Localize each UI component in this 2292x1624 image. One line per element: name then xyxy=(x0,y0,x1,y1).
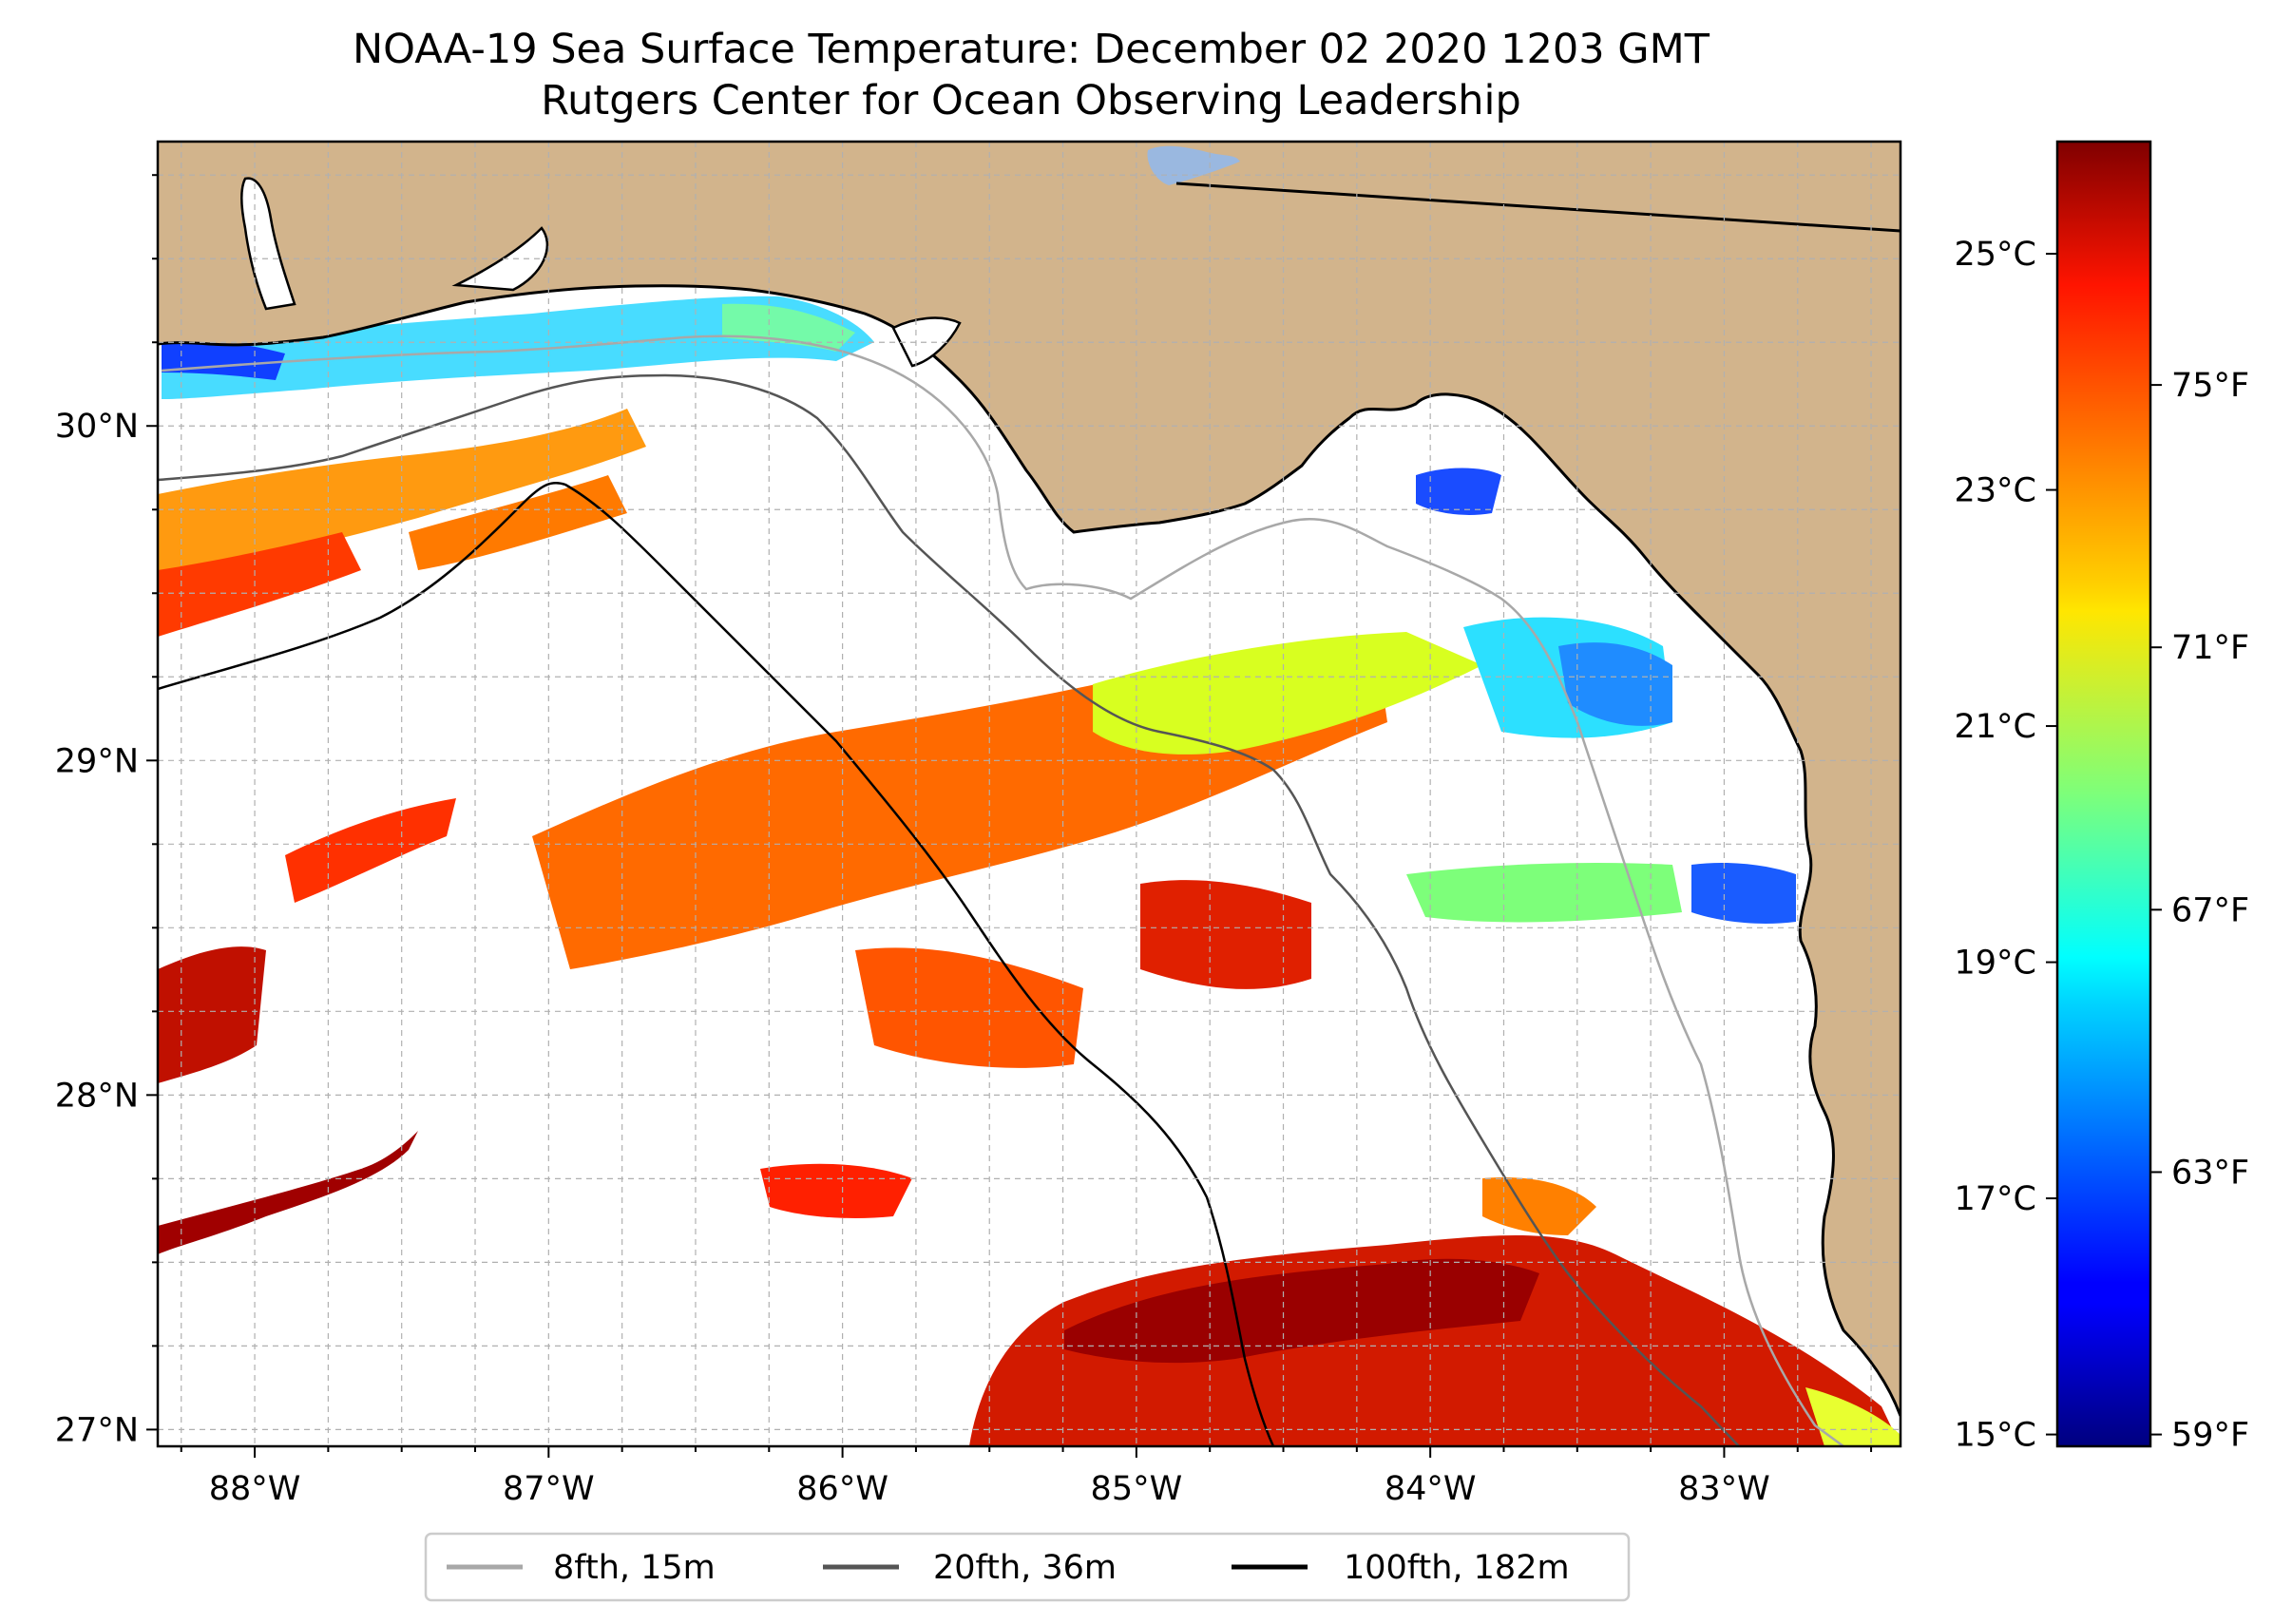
fahrenheit-tick-label: 75°F xyxy=(2171,367,2249,405)
sst-patch-south-dark xyxy=(1064,1258,1539,1364)
map-frame xyxy=(156,140,1902,1448)
celsius-tick-label: 17°C xyxy=(1955,1180,2036,1218)
lon-tick-label: 85°W xyxy=(1091,1470,1183,1508)
colorbar-gradient xyxy=(2055,140,2152,1448)
sst-patch-east-yellow xyxy=(1093,632,1482,755)
bay-mobile xyxy=(240,177,296,311)
figure-title: NOAA-19 Sea Surface Temperature: Decembe… xyxy=(353,26,1710,73)
lat-tick-label: 28°N xyxy=(55,1077,139,1115)
colorbar: 25°C 23°C 21°C 19°C 17°C 15°C 75°F 71°F 67°F 63°F… xyxy=(1955,140,2250,1455)
lat-tick-label: 29°N xyxy=(55,742,139,780)
legend-label-8fth: 8fth, 15m xyxy=(553,1549,716,1587)
isobath-20fth xyxy=(158,373,1740,1446)
isobath-100fth xyxy=(158,481,1275,1446)
sst-patch-west-orange xyxy=(158,409,646,580)
sst-data-layer xyxy=(158,296,1900,1446)
fahrenheit-tick-label: 63°F xyxy=(2171,1154,2249,1192)
colorbar-ticks: 25°C 23°C 21°C 19°C 17°C 15°C 75°F 71°F 67°F 63°F… xyxy=(1955,236,2250,1455)
axis-ticks: 88°W 87°W 86°W 85°W 84°W 83°W 30°N 29°N 28°N 27°N xyxy=(55,174,1873,1508)
lat-tick-label: 30°N xyxy=(55,408,139,446)
sst-patch-east-blue xyxy=(1558,642,1672,726)
celsius-tick-label: 15°C xyxy=(1955,1417,2036,1455)
lon-tick-label: 88°W xyxy=(209,1470,301,1508)
sst-patch-ne-blue xyxy=(1416,468,1501,515)
lat-tick-label: 27°N xyxy=(55,1411,139,1449)
coastline xyxy=(158,284,1900,1417)
lon-tick-label: 87°W xyxy=(503,1470,595,1508)
lon-tick-label: 83°W xyxy=(1678,1470,1770,1508)
celsius-tick-label: 25°C xyxy=(1955,236,2036,274)
map-panel xyxy=(156,140,1902,1448)
sst-patch-south-yellow xyxy=(1805,1387,1900,1446)
celsius-tick-label: 23°C xyxy=(1955,472,2036,510)
fahrenheit-tick-label: 59°F xyxy=(2171,1417,2249,1455)
land-mass xyxy=(158,142,1900,1416)
lake xyxy=(1147,145,1240,185)
bay-pensacola xyxy=(451,226,549,292)
celsius-tick-label: 19°C xyxy=(1955,945,2036,983)
grid-lines xyxy=(158,142,1900,1446)
sst-patch-orange-3 xyxy=(855,947,1083,1068)
sst-patch-west-red xyxy=(158,532,361,637)
isobath-8fth xyxy=(161,334,1844,1446)
fahrenheit-tick-label: 71°F xyxy=(2171,629,2249,667)
sst-patch-orange-2 xyxy=(409,475,627,570)
legend-label-20fth: 20fth, 36m xyxy=(933,1549,1117,1587)
sst-patch-sw-band xyxy=(158,1131,418,1254)
sst-patch-se-orange xyxy=(1482,1177,1596,1235)
lon-tick-label: 84°W xyxy=(1385,1470,1477,1508)
legend-label-100fth: 100fth, 182m xyxy=(1344,1549,1570,1587)
sst-patch-sw-red xyxy=(158,946,266,1083)
sst-patch-north-cyan xyxy=(722,303,855,352)
sst-patch-east-green xyxy=(1406,863,1682,923)
fahrenheit-tick-label: 67°F xyxy=(2171,891,2249,929)
sst-patch-nw-blue xyxy=(162,340,285,380)
legend-box xyxy=(424,1532,1631,1602)
sst-patch-east-blue-2 xyxy=(1691,863,1796,924)
sst-patch-small-red xyxy=(760,1163,912,1218)
sst-patch-mid-orange xyxy=(589,797,798,916)
bay-apalachicola xyxy=(891,316,962,368)
lon-tick-label: 86°W xyxy=(796,1470,888,1508)
celsius-tick-label: 21°C xyxy=(1955,708,2036,746)
sst-patch-central-red xyxy=(1140,880,1311,989)
state-border xyxy=(1175,182,1900,233)
isobath-legend: 8fth, 15m 20fth, 36m 100fth, 182m xyxy=(424,1532,1631,1602)
figure-subtitle: Rutgers Center for Ocean Observing Leade… xyxy=(541,77,1521,124)
